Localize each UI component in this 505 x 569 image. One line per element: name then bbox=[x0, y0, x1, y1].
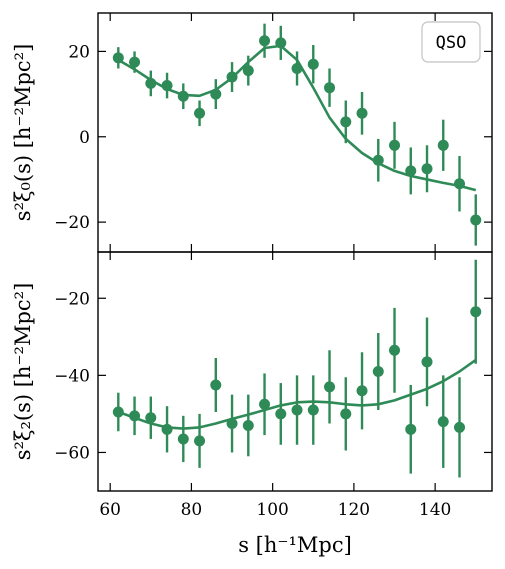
data-point bbox=[291, 62, 303, 74]
x-axis-label: s [h⁻¹Mpc] bbox=[238, 533, 352, 557]
data-point bbox=[405, 423, 417, 435]
data-point bbox=[421, 356, 433, 368]
data-point bbox=[177, 433, 189, 445]
data-point bbox=[161, 423, 173, 435]
data-point bbox=[421, 163, 433, 175]
data-point bbox=[307, 404, 319, 416]
data-point bbox=[437, 139, 449, 151]
data-point bbox=[129, 410, 141, 422]
data-point bbox=[242, 419, 254, 431]
data-point bbox=[145, 77, 157, 89]
y-tick-label: −40 bbox=[54, 366, 90, 386]
data-point bbox=[210, 379, 222, 391]
x-tick-label: 140 bbox=[419, 500, 451, 520]
quadrupole-panel: 60 80 100 120 140 −60 −40 −20 s²ξ₂(s) [h⁻²Mpc²] s… bbox=[11, 251, 493, 557]
plot-frame bbox=[97, 251, 493, 492]
data-point bbox=[307, 58, 319, 70]
x-tick-label: 60 bbox=[99, 500, 121, 520]
data-point bbox=[161, 80, 173, 92]
data-point bbox=[129, 56, 141, 68]
data-point bbox=[226, 418, 238, 430]
data-point bbox=[210, 88, 222, 100]
legend-box bbox=[421, 21, 481, 63]
data-point bbox=[177, 90, 189, 102]
legend-label: QSO bbox=[436, 33, 467, 53]
data-point bbox=[405, 165, 417, 177]
y-tick-label: −20 bbox=[54, 213, 90, 233]
data-point bbox=[454, 421, 466, 433]
x-tick-label: 120 bbox=[338, 500, 370, 520]
monopole-panel: −20 0 20 s²ξ₀(s) [h⁻²Mpc²] QSO bbox=[11, 12, 493, 253]
data-point bbox=[470, 214, 482, 226]
data-point bbox=[275, 37, 287, 49]
data-point bbox=[324, 82, 336, 94]
data-point bbox=[324, 381, 336, 393]
data-point bbox=[340, 408, 352, 420]
data-point bbox=[372, 154, 384, 166]
data-point bbox=[340, 116, 352, 128]
data-point bbox=[372, 366, 384, 377]
data-point bbox=[194, 435, 206, 447]
x-tick-label: 100 bbox=[256, 500, 288, 520]
x-tick-label: 80 bbox=[181, 500, 203, 520]
data-point bbox=[259, 398, 271, 410]
data-point bbox=[226, 71, 238, 83]
data-point bbox=[194, 107, 206, 119]
data-point bbox=[454, 178, 466, 190]
data-point bbox=[112, 52, 124, 64]
data-point bbox=[356, 385, 368, 397]
data-point bbox=[145, 412, 157, 424]
data-point bbox=[291, 404, 303, 416]
y-tick-label: 0 bbox=[79, 128, 90, 148]
data-point bbox=[242, 65, 254, 77]
y-tick-label: −20 bbox=[54, 289, 90, 309]
data-point bbox=[275, 408, 287, 420]
data-point bbox=[259, 35, 271, 47]
y-axis-label: s²ξ₂(s) [h⁻²Mpc²] bbox=[11, 283, 35, 461]
y-tick-label: 20 bbox=[68, 42, 90, 62]
y-tick-label: −60 bbox=[54, 443, 90, 463]
data-point bbox=[389, 139, 401, 151]
data-point bbox=[470, 306, 482, 318]
data-point bbox=[389, 344, 401, 356]
data-point bbox=[437, 416, 449, 428]
data-point bbox=[112, 406, 124, 418]
y-axis-label: s²ξ₀(s) [h⁻²Mpc²] bbox=[11, 44, 35, 222]
data-point bbox=[356, 107, 368, 119]
